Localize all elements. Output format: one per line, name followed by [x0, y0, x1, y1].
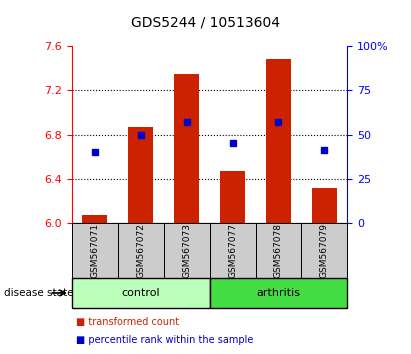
Text: GSM567072: GSM567072: [136, 223, 145, 278]
Bar: [266, 59, 291, 223]
Bar: [220, 171, 245, 223]
Bar: [312, 188, 337, 223]
Text: disease state: disease state: [4, 288, 74, 298]
Bar: [174, 74, 199, 223]
Text: arthritis: arthritis: [256, 288, 300, 298]
Text: ■ percentile rank within the sample: ■ percentile rank within the sample: [76, 335, 254, 345]
Bar: [82, 215, 108, 223]
Text: ■ transformed count: ■ transformed count: [76, 317, 179, 327]
Text: control: control: [122, 288, 160, 298]
Text: GSM567073: GSM567073: [182, 223, 191, 278]
Text: GSM567077: GSM567077: [228, 223, 237, 278]
Text: GSM567078: GSM567078: [274, 223, 283, 278]
Text: GDS5244 / 10513604: GDS5244 / 10513604: [131, 16, 280, 30]
Text: GSM567079: GSM567079: [320, 223, 329, 278]
Bar: [128, 127, 153, 223]
Text: GSM567071: GSM567071: [90, 223, 99, 278]
